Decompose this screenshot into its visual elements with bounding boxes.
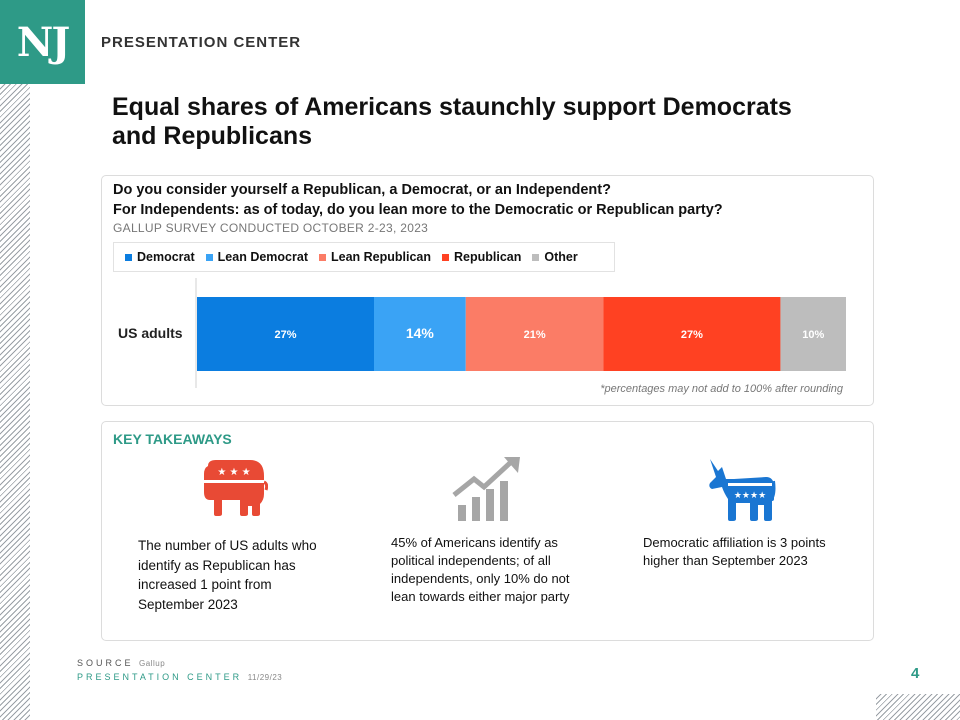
source-line: SOURCE Gallup — [77, 658, 165, 668]
bar-segment-other — [780, 297, 846, 371]
legend-item-democrat: Democrat — [125, 250, 195, 264]
bar-segment-democrat — [197, 297, 374, 371]
democratic-donkey-icon: ★★★★ — [709, 459, 776, 521]
legend-swatch — [532, 253, 540, 261]
takeaway-text-3: Democratic affiliation is 3 points highe… — [643, 535, 826, 568]
page-number: 4 — [911, 665, 920, 682]
legend-label: Lean Democrat — [217, 250, 308, 264]
chart-footnote: *percentages may not add to 100% after r… — [600, 383, 844, 395]
legend-swatch — [442, 253, 450, 261]
takeaway-text-1: The number of US adults who identify as … — [138, 538, 317, 612]
legend-item-lean-democrat: Lean Democrat — [205, 250, 308, 264]
chart-question-2: For Independents: as of today, do you le… — [113, 202, 723, 218]
legend-swatch — [205, 253, 213, 261]
legend-item-lean-republican: Lean Republican — [318, 250, 432, 264]
svg-text:★ ★ ★: ★ ★ ★ — [217, 467, 250, 478]
legend-label: Republican — [454, 250, 522, 264]
key-takeaways-card: KEY TAKEAWAYS ★ ★ ★ ★★★★ The number of U… — [101, 421, 874, 641]
stacked-bar-chart: US adults 27% 14% 21% 27% 10% *percentages m… — [118, 278, 846, 395]
legend-label: Other — [544, 250, 578, 264]
source-label: SOURCE — [77, 658, 134, 668]
category-label: US adults — [118, 325, 183, 341]
data-label-lean-republican: 21% — [524, 329, 546, 341]
legend-item-other: Other — [532, 250, 578, 264]
legend-item-republican: Republican — [442, 250, 521, 264]
data-label-democrat: 27% — [274, 329, 296, 341]
chart-card: Do you consider yourself a Republican, a… — [101, 175, 874, 406]
republican-elephant-icon: ★ ★ ★ — [204, 460, 268, 516]
bar-segments: 27% 14% 21% 27% 10% — [197, 297, 846, 371]
chart-question-1: Do you consider yourself a Republican, a… — [113, 182, 611, 198]
brand-name: PRESENTATION CENTER — [101, 34, 302, 51]
page-title: Equal shares of Americans staunchly supp… — [112, 93, 792, 150]
decorative-hatch-left — [0, 84, 30, 720]
takeaway-text-2: 45% of Americans identify as political i… — [391, 535, 570, 604]
chart-subtitle: GALLUP SURVEY CONDUCTED OCTOBER 2-23, 20… — [113, 221, 429, 235]
decorative-hatch-bottom-right — [876, 694, 960, 720]
data-label-republican: 27% — [681, 329, 703, 341]
data-label-other: 10% — [802, 329, 824, 341]
legend-swatch — [318, 253, 326, 261]
nj-logo: NJ — [0, 0, 85, 84]
bar-segment-lean-democrat — [374, 297, 466, 371]
data-label-lean-democrat: 14% — [406, 325, 435, 341]
chart-legend: Democrat Lean Democrat Lean Republican R… — [113, 242, 615, 272]
footer-date: 11/29/23 — [247, 673, 283, 682]
source-value: Gallup — [139, 659, 166, 668]
presentation-center-label: PRESENTATION CENTER — [77, 672, 243, 682]
legend-label: Lean Republican — [330, 250, 432, 264]
legend-label: Democrat — [137, 250, 195, 264]
svg-text:★★★★: ★★★★ — [734, 491, 766, 501]
bar-segment-lean-republican — [465, 297, 604, 371]
presentation-center-line: PRESENTATION CENTER 11/29/23 — [77, 672, 282, 682]
key-takeaways-header: KEY TAKEAWAYS — [113, 431, 232, 447]
legend-swatch — [125, 253, 132, 261]
trend-up-chart-icon — [452, 457, 520, 521]
bar-segment-republican — [603, 297, 781, 371]
